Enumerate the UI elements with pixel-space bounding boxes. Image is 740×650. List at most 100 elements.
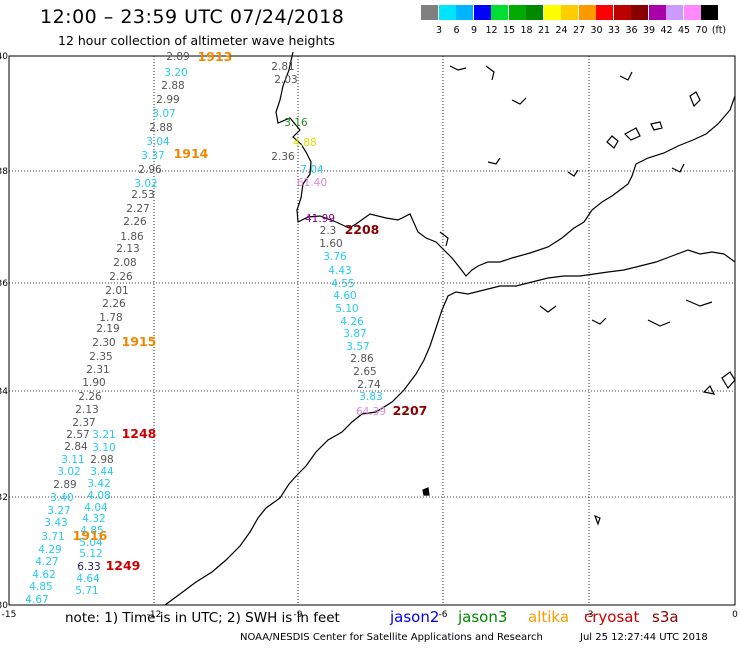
chart-subtitle: 12 hour collection of altimeter wave hei… bbox=[58, 33, 335, 48]
inland-water bbox=[511, 97, 527, 105]
africa-coastline bbox=[164, 249, 736, 606]
wave-height-label: 3.10 bbox=[92, 442, 115, 454]
island bbox=[702, 384, 716, 395]
pass-time-label: 1248 bbox=[122, 426, 157, 441]
inland-water bbox=[539, 305, 557, 313]
wave-height-label: 2.26 bbox=[102, 298, 126, 310]
wave-height-label: 3.43 bbox=[44, 517, 67, 529]
wave-height-label: 3.27 bbox=[47, 505, 70, 517]
wave-height-label: 2.98 bbox=[90, 454, 113, 466]
x-tick-label: -9 bbox=[294, 610, 303, 620]
legend-label: (ft) bbox=[711, 25, 727, 36]
wave-height-label: 2.57 bbox=[66, 429, 89, 441]
legend-label: 27 bbox=[572, 25, 586, 36]
credit-line: NOAA/NESDIS Center for Satellite Applica… bbox=[240, 632, 543, 643]
wave-height-label: 1.90 bbox=[82, 377, 105, 389]
wave-height-label: 3.87 bbox=[343, 328, 366, 340]
x-tick-label: -15 bbox=[2, 610, 17, 620]
wave-height-label: 2.13 bbox=[116, 243, 139, 255]
inland-water bbox=[449, 65, 467, 71]
pass-time-label: 1916 bbox=[73, 528, 108, 543]
wave-height-label: 2.74 bbox=[357, 379, 381, 391]
wave-height-label: 2.26 bbox=[109, 271, 133, 283]
legend-swatch bbox=[683, 5, 701, 20]
map-frame bbox=[8, 55, 736, 606]
balearic-island bbox=[606, 135, 619, 149]
wave-height-label: 4.43 bbox=[328, 265, 351, 277]
satellite-name: s3a bbox=[652, 608, 679, 626]
legend-swatch bbox=[701, 5, 718, 20]
legend-label: 21 bbox=[537, 25, 551, 36]
wave-height-label: 2.26 bbox=[123, 216, 147, 228]
wave-height-label: 4.62 bbox=[32, 569, 55, 581]
inland-water bbox=[685, 299, 713, 307]
wave-height-label: 2.81 bbox=[271, 61, 294, 73]
balearic-island bbox=[624, 127, 641, 141]
y-tick-label: 32 bbox=[0, 493, 8, 503]
legend-label: 30 bbox=[590, 25, 603, 36]
legend-label: 12 bbox=[485, 25, 498, 36]
inland-water bbox=[591, 317, 607, 325]
legend-label: 33 bbox=[607, 25, 621, 36]
wave-height-label: 2.30 bbox=[92, 337, 115, 349]
island bbox=[422, 487, 430, 496]
satellite-name: cryosat bbox=[584, 608, 640, 626]
wave-height-label: 4.29 bbox=[38, 544, 61, 556]
legend-label: 42 bbox=[660, 25, 673, 36]
legend-swatch bbox=[666, 5, 683, 20]
wave-height-label: 1.60 bbox=[319, 238, 342, 250]
map-grid bbox=[9, 56, 735, 605]
generation-timestamp: Jul 25 12:27:44 UTC 2018 bbox=[580, 632, 708, 643]
balearic-island bbox=[650, 121, 663, 131]
wave-height-label: 3.20 bbox=[164, 67, 187, 79]
inland-water bbox=[487, 157, 501, 165]
wave-height-label: 3.44 bbox=[90, 466, 114, 478]
legend-label: 3 bbox=[435, 25, 443, 36]
wave-height-label: 2.89 bbox=[166, 51, 189, 63]
chart-title: 12:00 – 23:59 UTC 07/24/2018 bbox=[40, 6, 345, 28]
legend-label: 24 bbox=[555, 25, 568, 36]
satellite-name: altika bbox=[528, 608, 570, 626]
legend-label: 9 bbox=[470, 25, 478, 36]
wave-height-label: 2.01 bbox=[105, 285, 128, 297]
altimeter-readings: 2.892.882.992.882.962.532.272.261.862.13… bbox=[25, 49, 427, 606]
y-tick-label: 40 bbox=[0, 52, 8, 62]
wave-height-label: 4.88 bbox=[293, 137, 316, 149]
wave-height-label: 5.04 bbox=[79, 537, 103, 549]
wave-height-label: 3.02 bbox=[134, 178, 157, 190]
inland-water bbox=[647, 319, 671, 327]
wave-height-label: 2.08 bbox=[113, 257, 136, 269]
wave-height-label: 2.99 bbox=[156, 94, 179, 106]
wave-height-label: 3.07 bbox=[152, 108, 175, 120]
island bbox=[721, 371, 736, 390]
wave-height-label: 3.42 bbox=[87, 478, 110, 490]
wave-height-label: 2.88 bbox=[161, 80, 184, 92]
wave-height-label: 41.99 bbox=[305, 213, 335, 225]
axis-tick-labels: -15 -12 -9 -6 -3 0 40 38 36 34 32 30 bbox=[0, 52, 738, 620]
legend-swatch bbox=[508, 5, 526, 20]
legend-label: 6 bbox=[453, 25, 460, 36]
inland-water bbox=[671, 163, 685, 173]
wave-height-label: 3.16 bbox=[284, 117, 308, 129]
wave-height-label: 2.65 bbox=[353, 366, 376, 378]
wave-height-label: 4.60 bbox=[333, 290, 356, 302]
footnote: note: 1) Time is in UTC; 2) SWH is in fe… bbox=[65, 610, 340, 626]
pass-time-label: 2207 bbox=[393, 403, 428, 418]
wave-height-label: 3.02 bbox=[57, 466, 80, 478]
wave-height-label: 4.85 bbox=[80, 525, 103, 537]
pass-time-label: 1249 bbox=[106, 558, 141, 573]
legend-swatch bbox=[648, 5, 666, 20]
wave-height-label: 2.27 bbox=[126, 203, 149, 215]
pass-time-label: 1914 bbox=[174, 146, 209, 161]
legend-label: 45 bbox=[677, 25, 691, 36]
x-tick-label: -12 bbox=[147, 610, 162, 620]
wave-height-label: 2.35 bbox=[89, 351, 112, 363]
wave-height-label: 2.53 bbox=[131, 189, 154, 201]
x-tick-label: -3 bbox=[585, 610, 594, 620]
wave-height-label: 7.04 bbox=[300, 164, 324, 176]
legend-swatch bbox=[561, 5, 578, 20]
wave-height-label: 2.37 bbox=[72, 417, 95, 429]
legend-label: 18 bbox=[520, 25, 533, 36]
legend-label: 39 bbox=[642, 25, 656, 36]
wave-height-label: 2.13 bbox=[75, 404, 98, 416]
